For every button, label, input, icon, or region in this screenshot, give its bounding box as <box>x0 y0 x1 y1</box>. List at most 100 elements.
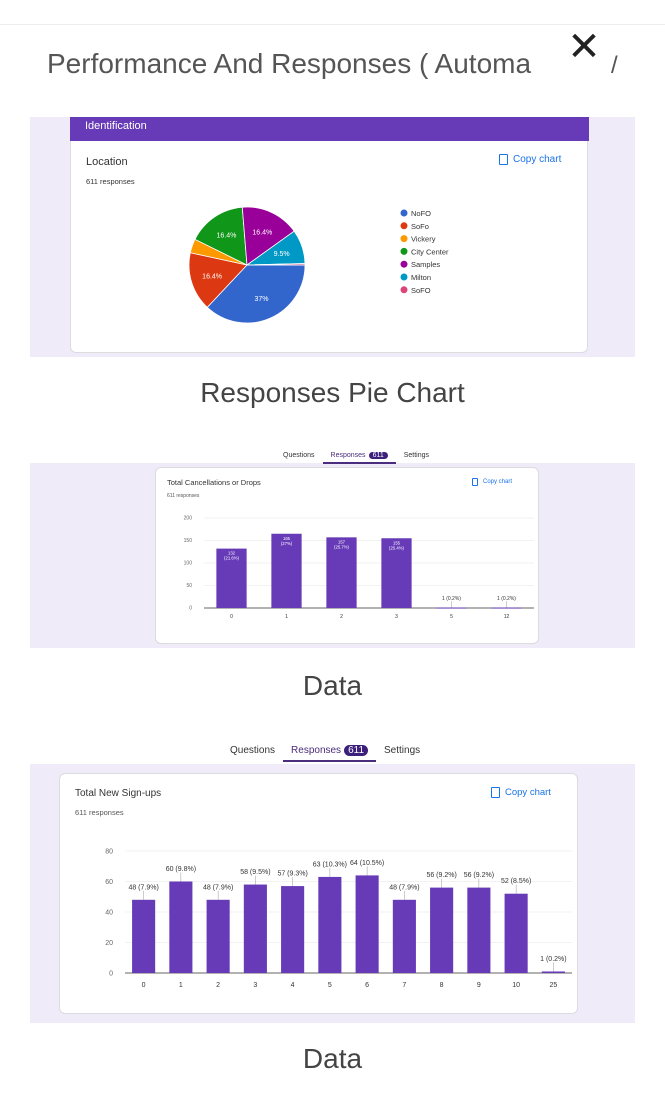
tabs-bar: Questions Responses 611 Settings <box>222 745 428 762</box>
bar-25 <box>541 971 565 973</box>
response-badge: 611 <box>368 452 388 459</box>
copy-chart-button[interactable]: Copy chart <box>472 478 512 486</box>
data-label: 56 (9.2%) <box>464 872 494 879</box>
x-tick-label: 7 <box>402 982 406 989</box>
pie-chart: 37% NoFO 16.4% SoFo Vickery 16.4% City Center 1… <box>188 206 449 324</box>
bar-4 <box>281 886 305 973</box>
data-label: 58 (9.5%) <box>240 869 270 876</box>
tab-responses[interactable]: Responses 611 <box>283 745 377 762</box>
bar-9 <box>467 887 491 973</box>
data-label: 157 <box>338 539 346 544</box>
legend-label: Vickery <box>411 235 436 244</box>
x-tick-label: 2 <box>340 614 343 620</box>
title-trailing: / <box>611 52 618 79</box>
legend-label: NoFO <box>411 209 431 218</box>
response-badge: 611 <box>344 745 369 756</box>
copy-chart-button[interactable]: Copy chart <box>491 787 551 798</box>
data-label: (21.6%) <box>224 556 239 561</box>
data-label: 52 (8.5%) <box>501 878 531 885</box>
bar-3 <box>243 884 267 973</box>
bar-5 <box>318 876 342 973</box>
bar-5 <box>436 607 467 609</box>
legend-swatch <box>400 247 408 255</box>
data-label: 60 (9.8%) <box>166 866 196 873</box>
legend-label: SoFO <box>411 286 431 295</box>
data-label: 48 (7.9%) <box>203 884 233 891</box>
y-tick-label: 0 <box>109 970 113 977</box>
legend-label: Milton <box>411 273 431 282</box>
legend-swatch <box>400 286 408 294</box>
x-tick-label: 5 <box>328 982 332 989</box>
signups-screenshot: Total New Sign-ups 611 responses Copy ch… <box>30 764 635 1023</box>
legend-swatch <box>400 222 408 230</box>
tab-questions[interactable]: Questions <box>283 452 315 459</box>
response-count: 611 responses <box>75 808 124 817</box>
bar-8 <box>430 887 454 973</box>
bar-10 <box>504 893 528 973</box>
tab-settings[interactable]: Settings <box>403 452 430 459</box>
bar-0 <box>132 899 156 973</box>
caption-data-2: Data <box>302 1043 363 1074</box>
y-tick-label: 80 <box>105 848 113 855</box>
x-tick-label: 4 <box>291 982 295 989</box>
bar-0 <box>216 548 247 608</box>
section-banner: Identification <box>70 117 589 141</box>
close-icon[interactable]: ✕ <box>567 25 601 69</box>
page-title: Performance And Responses ( Automa <box>47 48 532 79</box>
tab-questions[interactable]: Questions <box>230 745 276 756</box>
bar-1 <box>271 533 302 608</box>
copy-chart-label: Copy chart <box>483 479 513 485</box>
legend-label: Samples <box>411 260 440 269</box>
data-label: 165 <box>283 536 291 541</box>
bar-3 <box>381 538 412 608</box>
data-label: 132 <box>228 551 236 556</box>
legend-swatch <box>400 209 408 217</box>
y-tick-label: 150 <box>184 538 193 544</box>
x-tick-label: 0 <box>142 982 146 989</box>
x-tick-label: 1 <box>179 982 183 989</box>
legend-swatch <box>400 235 408 243</box>
data-label: 57 (9.3%) <box>277 871 307 878</box>
pie-screenshot: Identification Location 611 responses Co… <box>30 117 635 357</box>
y-tick-label: 200 <box>184 516 193 522</box>
location-card: Identification Location 611 responses Co… <box>70 117 589 353</box>
data-label: 64 (10.5%) <box>350 860 384 867</box>
bar-12 <box>491 607 522 609</box>
pie-slice-samples <box>241 206 295 266</box>
legend-label: SoFo <box>411 222 429 231</box>
bar-2 <box>326 537 357 608</box>
data-label: 48 (7.9%) <box>389 884 419 891</box>
y-tick-label: 100 <box>184 561 193 567</box>
pie-slice-label: 9.5% <box>274 251 290 258</box>
pie-slice-nofo <box>206 264 306 324</box>
copy-chart-button[interactable]: Copy chart <box>499 154 561 165</box>
x-tick-label: 12 <box>504 614 510 620</box>
pie-slice-label: 16.4% <box>217 232 237 239</box>
copy-icon <box>472 478 478 486</box>
data-label: (27%) <box>281 541 293 546</box>
x-tick-label: 6 <box>365 982 369 989</box>
y-tick-label: 0 <box>189 606 192 612</box>
response-count: 611 responses <box>167 493 200 499</box>
tabs-bar: Questions Responses 611 Settings <box>275 452 437 464</box>
data-label: 1 (0.2%) <box>540 956 566 963</box>
data-label: 1 (0.2%) <box>442 596 461 602</box>
tab-responses[interactable]: Responses 611 <box>322 452 396 464</box>
data-label: 63 (10.3%) <box>313 861 347 868</box>
copy-icon <box>491 787 500 798</box>
signups-bar-chart: 0 20 40 60 80 0 48 (7.9%) 1 60 (9.8%) 2 48 (7.9%) 3… <box>105 848 572 989</box>
legend-swatch <box>400 273 408 281</box>
bar-1 <box>169 881 193 973</box>
legend-swatch <box>400 260 408 268</box>
bar-2 <box>206 899 230 973</box>
x-tick-label: 2 <box>216 982 220 989</box>
y-tick-label: 20 <box>105 940 113 947</box>
bar-7 <box>392 899 416 973</box>
banner-label: Identification <box>85 120 147 132</box>
bar-6 <box>355 875 379 973</box>
x-tick-label: 3 <box>395 614 398 620</box>
pie-slice-city-center <box>194 206 248 266</box>
tab-settings[interactable]: Settings <box>384 745 421 756</box>
y-tick-label: 60 <box>105 879 113 886</box>
signups-card: Total New Sign-ups 611 responses Copy ch… <box>59 773 578 1014</box>
